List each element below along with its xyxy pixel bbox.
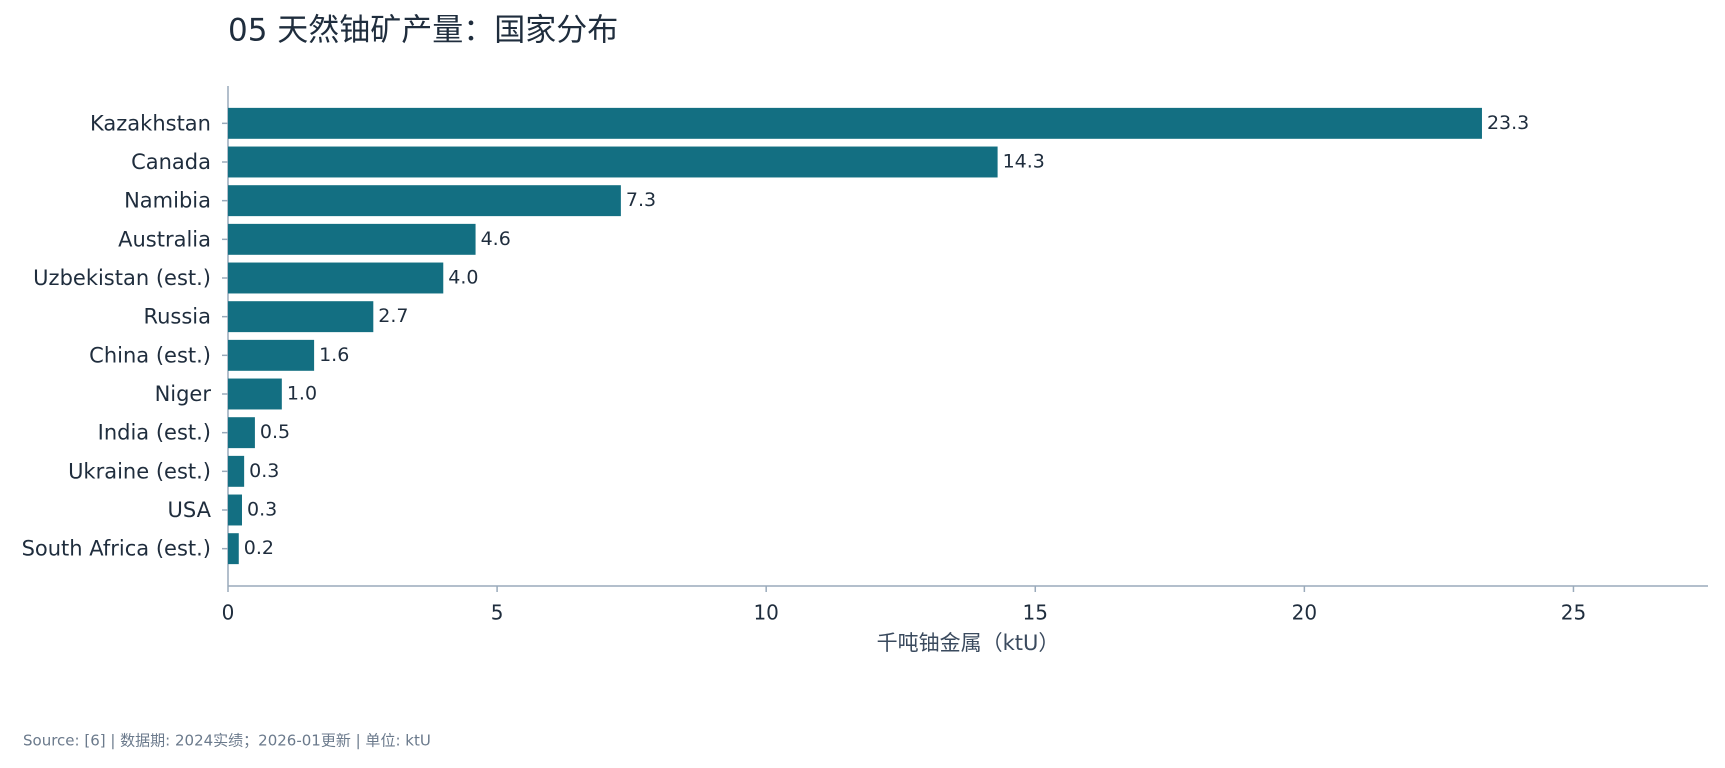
value-label: 0.3 <box>247 499 277 521</box>
y-tick-label: Australia <box>118 227 211 251</box>
value-label: 4.6 <box>481 228 511 250</box>
y-tick-label: Kazakhstan <box>90 111 211 135</box>
y-tick-label: Ukraine (est.) <box>68 459 211 483</box>
y-tick-label: Uzbekistan (est.) <box>33 266 211 290</box>
value-label: 14.3 <box>1003 151 1045 173</box>
bar <box>228 417 255 449</box>
value-label: 0.2 <box>244 537 274 559</box>
x-tick-label: 0 <box>222 601 235 625</box>
value-label: 0.3 <box>249 460 279 482</box>
y-tick-label: Canada <box>131 150 211 174</box>
bar <box>228 494 242 526</box>
y-tick-label: Niger <box>155 382 212 406</box>
x-tick-label: 15 <box>1023 601 1048 625</box>
y-tick-label: India (est.) <box>98 421 211 445</box>
value-label: 7.3 <box>626 189 656 211</box>
bar <box>228 185 621 217</box>
bar <box>228 223 476 255</box>
value-label: 0.5 <box>260 421 290 443</box>
bar <box>228 301 374 333</box>
y-tick-label: USA <box>168 498 212 522</box>
value-label: 4.0 <box>448 267 478 289</box>
y-tick-label: South Africa (est.) <box>22 537 211 561</box>
bar <box>228 455 245 487</box>
chart-title: 05 天然铀矿产量：国家分布 <box>228 13 618 49</box>
value-label: 23.3 <box>1487 112 1529 134</box>
bar <box>228 262 444 294</box>
y-tick-label: China (est.) <box>89 343 211 367</box>
x-tick-label: 5 <box>491 601 504 625</box>
x-tick-label: 10 <box>753 601 778 625</box>
value-label: 1.6 <box>319 344 349 366</box>
y-tick-label: Namibia <box>124 189 211 213</box>
value-label: 2.7 <box>378 305 408 327</box>
y-tick-label: Russia <box>143 305 211 329</box>
value-label: 1.0 <box>287 383 317 405</box>
source-note: Source: [6] | 数据期: 2024实绩；2026-01更新 | 单位… <box>23 732 431 750</box>
bar <box>228 378 282 410</box>
bar <box>228 339 315 371</box>
x-axis-label: 千吨铀金属（ktU） <box>877 631 1060 655</box>
bar <box>228 146 998 178</box>
x-tick-label: 25 <box>1561 601 1586 625</box>
x-tick-label: 20 <box>1292 601 1317 625</box>
bar <box>228 533 239 565</box>
bar <box>228 107 1482 139</box>
